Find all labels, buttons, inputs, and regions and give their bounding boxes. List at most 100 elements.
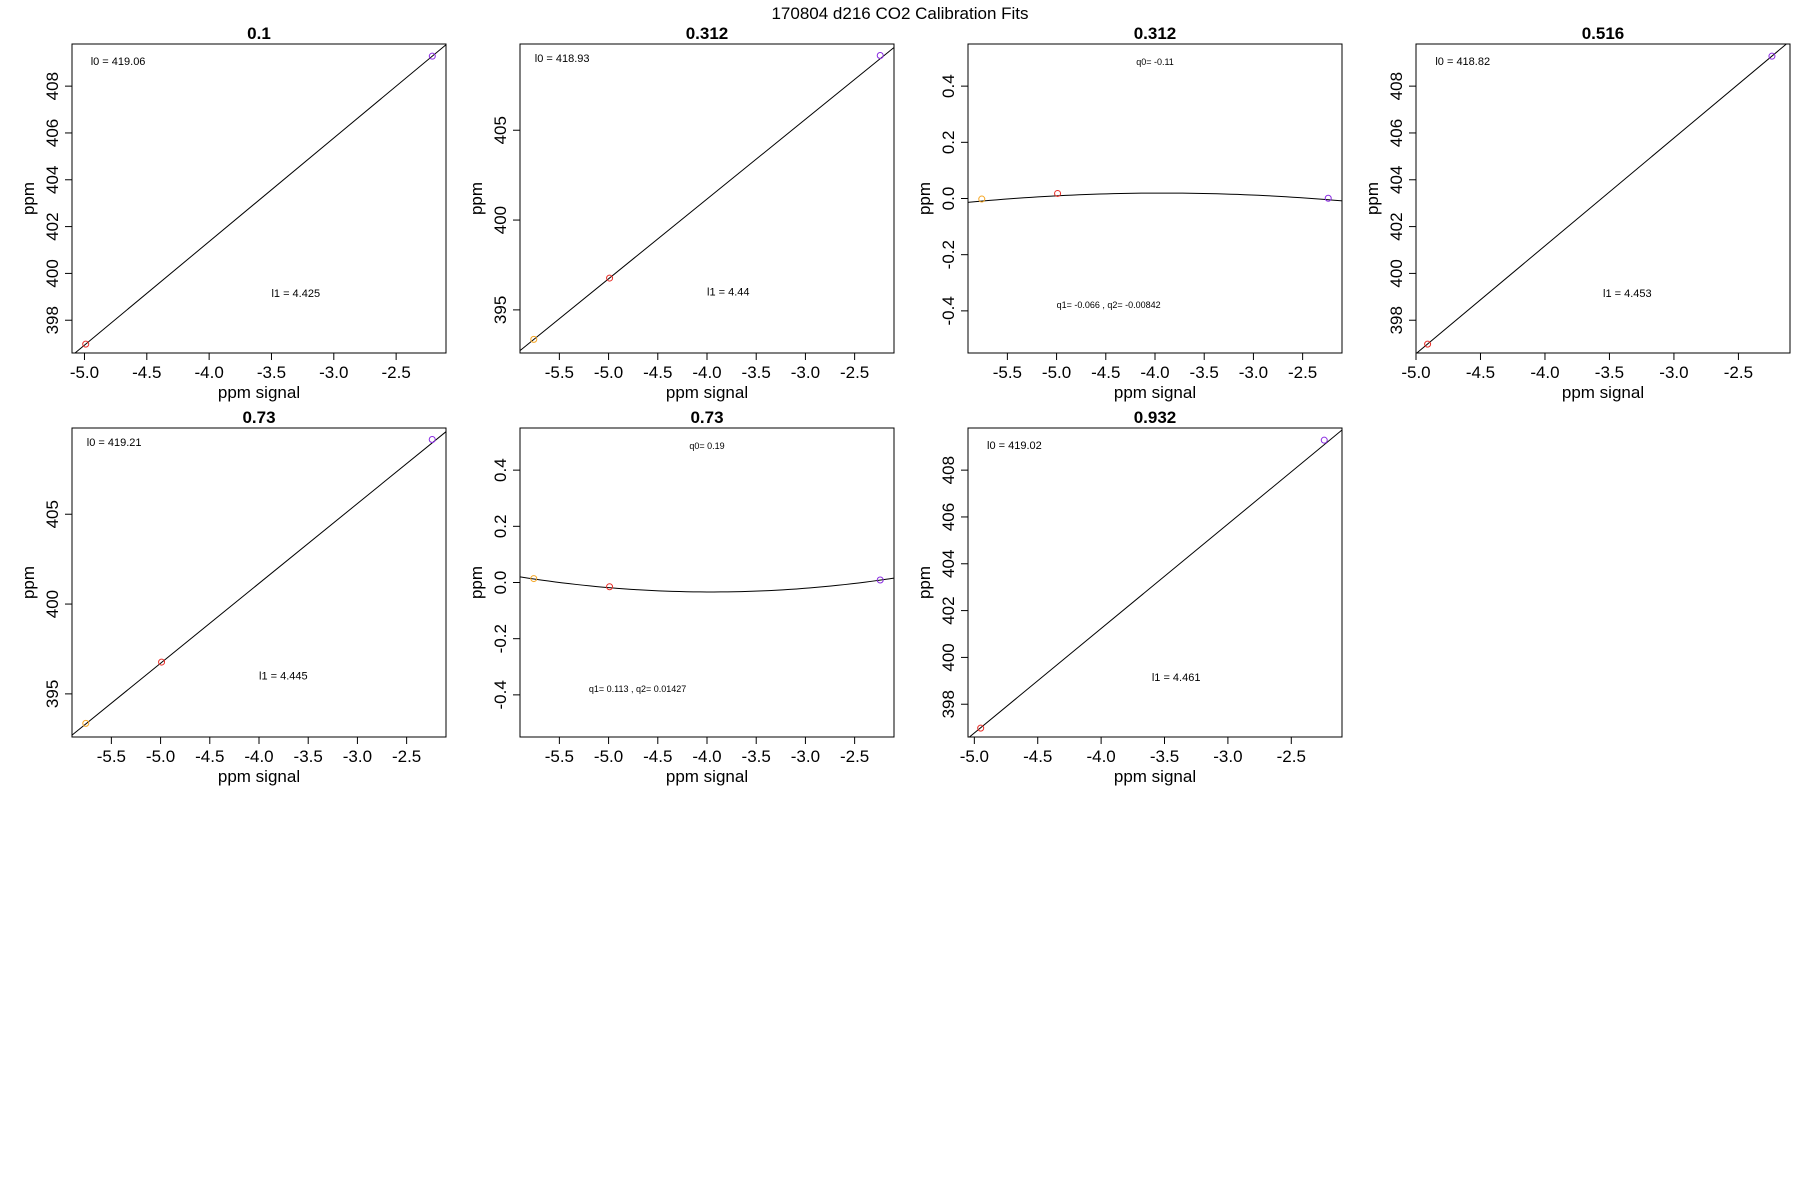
x-tick-label: -4.0	[692, 363, 721, 382]
x-tick-label: -5.0	[594, 363, 623, 382]
plot-frame	[967, 427, 1343, 738]
plot-area	[968, 429, 1342, 737]
y-tick-label: 408	[939, 456, 958, 484]
x-tick-label: -4.5	[643, 747, 672, 766]
x-tick-label: -2.5	[392, 747, 421, 766]
x-tick-label: -3.5	[1595, 363, 1624, 382]
y-tick-label: 400	[43, 590, 62, 618]
x-tick-label: -3.0	[343, 747, 372, 766]
data-point	[82, 340, 90, 348]
plot-area	[1416, 44, 1788, 353]
panel-title: 0.73	[242, 408, 275, 427]
data-point	[1424, 340, 1432, 348]
calibration-panel: 0.73 -5.5 -5.0 -4.5 -4.0 -3.5 -3.0 -2.5 ppm sign…	[19, 408, 447, 786]
calibration-panel: 0.73 -5.5 -5.0 -4.5 -4.0 -3.5 -3.0 -2.5 ppm sign…	[467, 408, 895, 786]
figure-title: 170804 d216 CO2 Calibration Fits	[771, 4, 1028, 23]
annotation-text: q1= -0.066 , q2= -0.00842	[1057, 300, 1161, 310]
x-axis-label: ppm signal	[1114, 383, 1196, 402]
x-tick-label: -5.0	[1042, 363, 1071, 382]
x-tick-label: -4.5	[643, 363, 672, 382]
x-tick-label: -4.0	[244, 747, 273, 766]
x-tick-label: -3.5	[257, 363, 286, 382]
y-tick-label: 0.0	[939, 187, 958, 211]
data-point	[158, 658, 166, 666]
data-point	[1320, 436, 1328, 444]
x-axis-label: ppm signal	[1114, 767, 1196, 786]
fit-curve	[520, 576, 894, 593]
x-tick-label: -4.0	[1140, 363, 1169, 382]
fit-line	[74, 44, 446, 353]
annotation-text: l1 = 4.445	[259, 671, 308, 683]
x-tick-label: -4.5	[1023, 747, 1052, 766]
y-tick-label: 400	[43, 259, 62, 287]
y-tick-label: 400	[1387, 259, 1406, 287]
panel-title: 0.516	[1582, 24, 1625, 43]
annotation-text: l0 = 419.21	[87, 437, 142, 449]
x-axis-label: ppm signal	[1562, 383, 1644, 402]
panel-title: 0.1	[247, 24, 271, 43]
y-tick-label: -0.2	[939, 240, 958, 269]
annotation-text: q1= 0.113 , q2= 0.01427	[589, 684, 686, 694]
y-axis-label: ppm	[467, 566, 486, 599]
x-tick-label: -2.5	[1277, 747, 1306, 766]
data-point	[876, 576, 884, 584]
annotation-text: l0 = 418.93	[535, 53, 590, 65]
x-tick-label: -2.5	[381, 363, 410, 382]
x-tick-label: -3.5	[294, 747, 323, 766]
plot-frame	[71, 43, 447, 354]
x-tick-label: -2.5	[840, 747, 869, 766]
y-tick-label: 398	[43, 306, 62, 334]
y-axis-label: ppm	[1363, 182, 1382, 215]
y-tick-label: 404	[43, 166, 62, 194]
x-tick-label: -5.0	[146, 747, 175, 766]
data-point	[606, 274, 614, 282]
plot-area	[520, 46, 894, 352]
y-tick-label: 404	[1387, 166, 1406, 194]
x-tick-label: -4.5	[1466, 363, 1495, 382]
x-tick-label: -5.5	[545, 363, 574, 382]
data-point	[978, 195, 986, 203]
x-axis-label: ppm signal	[666, 383, 748, 402]
data-point	[428, 52, 436, 60]
annotation-text: l0 = 419.06	[91, 56, 146, 68]
y-tick-label: -0.2	[491, 624, 510, 653]
y-axis-label: ppm	[467, 182, 486, 215]
x-tick-label: -4.0	[194, 363, 223, 382]
annotation-text: l1 = 4.44	[707, 287, 750, 299]
x-tick-label: -5.0	[960, 747, 989, 766]
fit-line	[1416, 44, 1788, 353]
x-tick-label: -3.0	[319, 363, 348, 382]
y-tick-label: 405	[43, 500, 62, 528]
y-axis-label: ppm	[915, 566, 934, 599]
panel-title: 0.932	[1134, 408, 1177, 427]
fit-line	[968, 429, 1342, 737]
panel-title: 0.73	[690, 408, 723, 427]
plot-area	[968, 189, 1342, 203]
panel-grid: 0.1 -5.0 -4.5 -4.0 -3.5 -3.0 -2.5 ppm signal 398…	[19, 24, 1791, 786]
x-tick-label: -5.0	[594, 747, 623, 766]
x-tick-label: -3.0	[1239, 363, 1268, 382]
plot-area	[74, 44, 446, 353]
x-tick-label: -5.0	[70, 363, 99, 382]
annotation-text: l1 = 4.461	[1152, 672, 1201, 684]
data-point	[1768, 52, 1776, 60]
y-tick-label: 406	[939, 503, 958, 531]
data-point	[1324, 194, 1332, 202]
fit-curve	[968, 192, 1342, 203]
annotation-text: q0= 0.19	[689, 441, 724, 451]
y-tick-label: 404	[939, 550, 958, 578]
fit-line	[72, 431, 446, 736]
x-tick-label: -3.0	[1659, 363, 1688, 382]
data-point	[530, 335, 538, 343]
y-axis-label: ppm	[915, 182, 934, 215]
x-tick-label: -5.0	[1401, 363, 1430, 382]
x-axis-label: ppm signal	[218, 383, 300, 402]
x-tick-label: -4.0	[692, 747, 721, 766]
plot-area	[72, 431, 446, 736]
x-tick-label: -3.5	[742, 363, 771, 382]
y-tick-label: 395	[43, 680, 62, 708]
y-tick-label: 398	[1387, 306, 1406, 334]
plot-frame	[519, 427, 895, 738]
annotation-text: l0 = 418.82	[1435, 56, 1490, 68]
y-tick-label: 408	[1387, 72, 1406, 100]
